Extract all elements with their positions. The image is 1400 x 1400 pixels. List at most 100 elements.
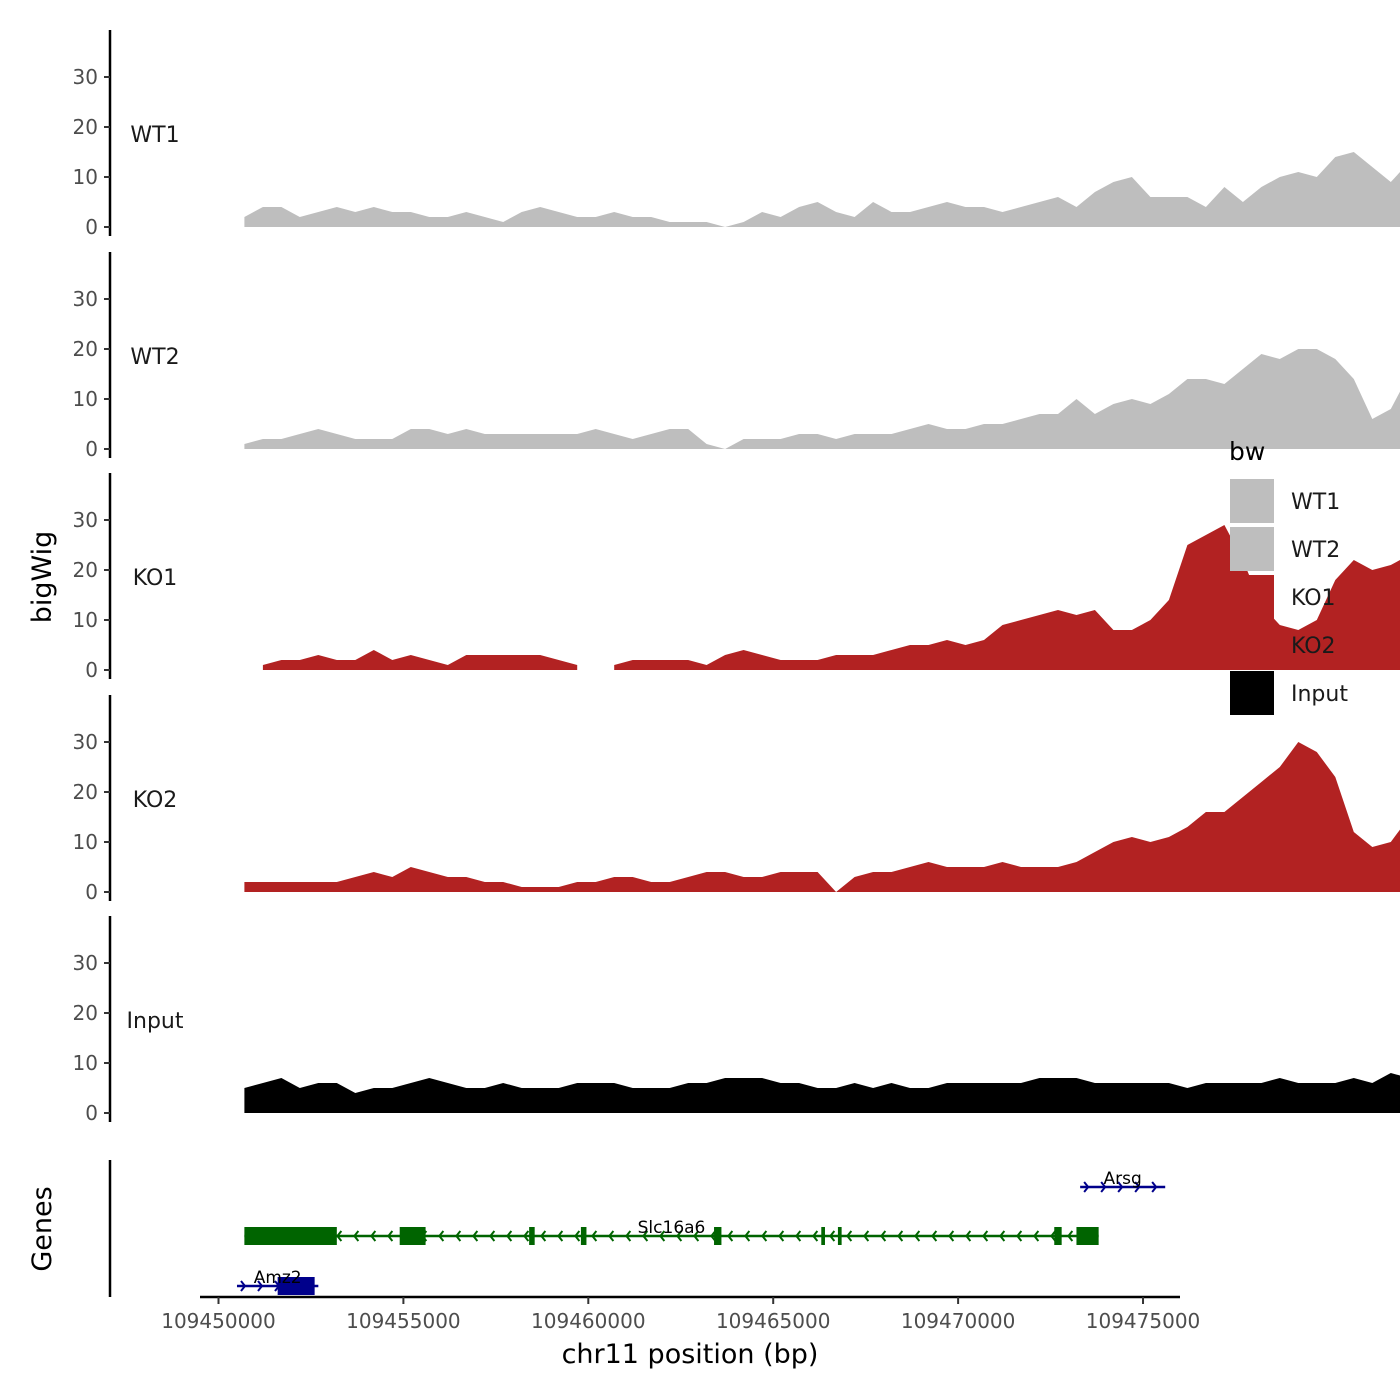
gene-slc16a6: Slc16a6: [244, 1218, 1099, 1245]
y-tick-label: 30: [73, 730, 98, 754]
y-tick-label: 0: [85, 215, 98, 239]
legend-label: KO2: [1291, 634, 1336, 659]
strand-arrow: [1100, 1181, 1107, 1193]
gene-label: Arsg: [1104, 1169, 1142, 1189]
strand-arrow: [438, 1230, 445, 1242]
exon: [580, 1227, 587, 1245]
gene-track: Arsg Slc16a6 Amz2: [108, 1160, 1166, 1297]
strand-arrow: [880, 1230, 887, 1242]
strand-arrow: [506, 1230, 513, 1242]
strand-arrow: [557, 1230, 564, 1242]
area-ko2: [244, 742, 1400, 892]
panel-label: WT2: [130, 345, 179, 370]
y-tick-label: 0: [85, 437, 98, 461]
strand-arrow: [1083, 1181, 1090, 1193]
y-tick-label: 10: [73, 165, 98, 189]
panel-label: WT1: [130, 123, 179, 148]
exon: [277, 1277, 315, 1295]
strand-arrow: [863, 1230, 870, 1242]
x-tick-label: 109450000: [161, 1309, 276, 1333]
x-tick-label: 109475000: [1086, 1309, 1201, 1333]
gene-label: Slc16a6: [638, 1218, 706, 1238]
legend-key-wt1: [1230, 479, 1274, 523]
panel-label: KO2: [133, 788, 178, 813]
y-tick-label: 10: [73, 830, 98, 854]
x-axis: 109450000 109455000 109460000 109465000 1094…: [161, 1295, 1201, 1333]
y-tick-label: 20: [73, 780, 98, 804]
y-tick-label: 0: [85, 658, 98, 682]
legend-key-wt2: [1230, 527, 1274, 571]
strand-arrow: [591, 1230, 598, 1242]
y-tick-label: 30: [73, 287, 98, 311]
gene-label: Amz2: [254, 1268, 302, 1288]
area-ko1: [262, 525, 1400, 670]
strand-arrow: [1117, 1181, 1124, 1193]
area-wt2: [244, 349, 1400, 449]
exon: [837, 1227, 842, 1245]
area-wt1: [244, 152, 1400, 227]
strand-arrow: [455, 1230, 462, 1242]
strand-arrow: [761, 1230, 768, 1242]
y-axis-title: bigWig: [27, 531, 58, 624]
strand-arrow: [1151, 1181, 1158, 1193]
strand-arrow: [257, 1280, 264, 1292]
strand-arrow: [948, 1230, 955, 1242]
strand-arrow: [1033, 1230, 1040, 1242]
strand-arrow: [540, 1230, 547, 1242]
x-tick-label: 109460000: [531, 1309, 646, 1333]
y-tick-label: 0: [85, 880, 98, 904]
panel-label: Input: [127, 1009, 184, 1034]
strand-arrow: [642, 1230, 649, 1242]
strand-arrow: [370, 1230, 377, 1242]
y-tick-label: 10: [73, 1051, 98, 1075]
strand-arrow: [608, 1230, 615, 1242]
strand-arrow: [965, 1230, 972, 1242]
strand-arrow: [1050, 1230, 1057, 1242]
exon: [714, 1227, 722, 1245]
track-wt2: 0 10 20 30 WT2: [73, 252, 1400, 461]
strand-arrow: [387, 1230, 394, 1242]
gene-arsg: Arsg: [1080, 1169, 1166, 1193]
track-input: 0 10 20 30 Input: [73, 916, 1400, 1125]
panel-label: KO1: [133, 566, 178, 591]
y-tick-label: 20: [73, 115, 98, 139]
y-tick-label: 20: [73, 558, 98, 582]
strand-arrow: [574, 1230, 581, 1242]
legend-label: Input: [1291, 682, 1348, 707]
strand-arrow: [778, 1230, 785, 1242]
exon: [399, 1227, 426, 1245]
track-ko1: 0 10 20 30 KO1: [73, 473, 1400, 682]
strand-arrow: [846, 1230, 853, 1242]
strand-arrow: [727, 1230, 734, 1242]
exon: [1076, 1227, 1099, 1245]
strand-arrow: [353, 1230, 360, 1242]
strand-arrow: [489, 1230, 496, 1242]
x-axis-title: chr11 position (bp): [562, 1339, 819, 1370]
y-tick-label: 20: [73, 337, 98, 361]
strand-arrow: [240, 1280, 247, 1292]
strand-arrow: [795, 1230, 802, 1242]
strand-arrow: [472, 1230, 479, 1242]
legend-key-input: [1230, 671, 1274, 715]
strand-arrow: [693, 1230, 700, 1242]
strand-arrow: [625, 1230, 632, 1242]
strand-arrow: [1134, 1181, 1141, 1193]
track-ko2: 0 10 20 30 KO2: [73, 695, 1400, 904]
legend-label: WT1: [1291, 490, 1340, 515]
area-input: [244, 1073, 1400, 1113]
gene-amz2: Amz2: [236, 1268, 319, 1295]
exon: [244, 1227, 337, 1245]
exon: [1054, 1227, 1062, 1245]
strand-arrow: [897, 1230, 904, 1242]
track-wt1: 0 10 20 30 WT1: [73, 30, 1400, 239]
strand-arrow: [999, 1230, 1006, 1242]
x-tick-label: 109465000: [716, 1309, 831, 1333]
legend-key-ko2: [1230, 623, 1274, 667]
legend-title: bw: [1229, 437, 1265, 466]
signal-tracks: 0 10 20 30 WT1 0 10 20 30 WT2 0 10 20 30 KO1 0 10 20 30 KO2…: [73, 30, 1400, 1125]
strand-arrow: [1016, 1230, 1023, 1242]
y-tick-label: 30: [73, 951, 98, 975]
legend: bw WT1 WT2 KO1 KO2 Input: [1229, 437, 1348, 715]
strand-arrow: [1067, 1230, 1074, 1242]
y-tick-label: 0: [85, 1101, 98, 1125]
